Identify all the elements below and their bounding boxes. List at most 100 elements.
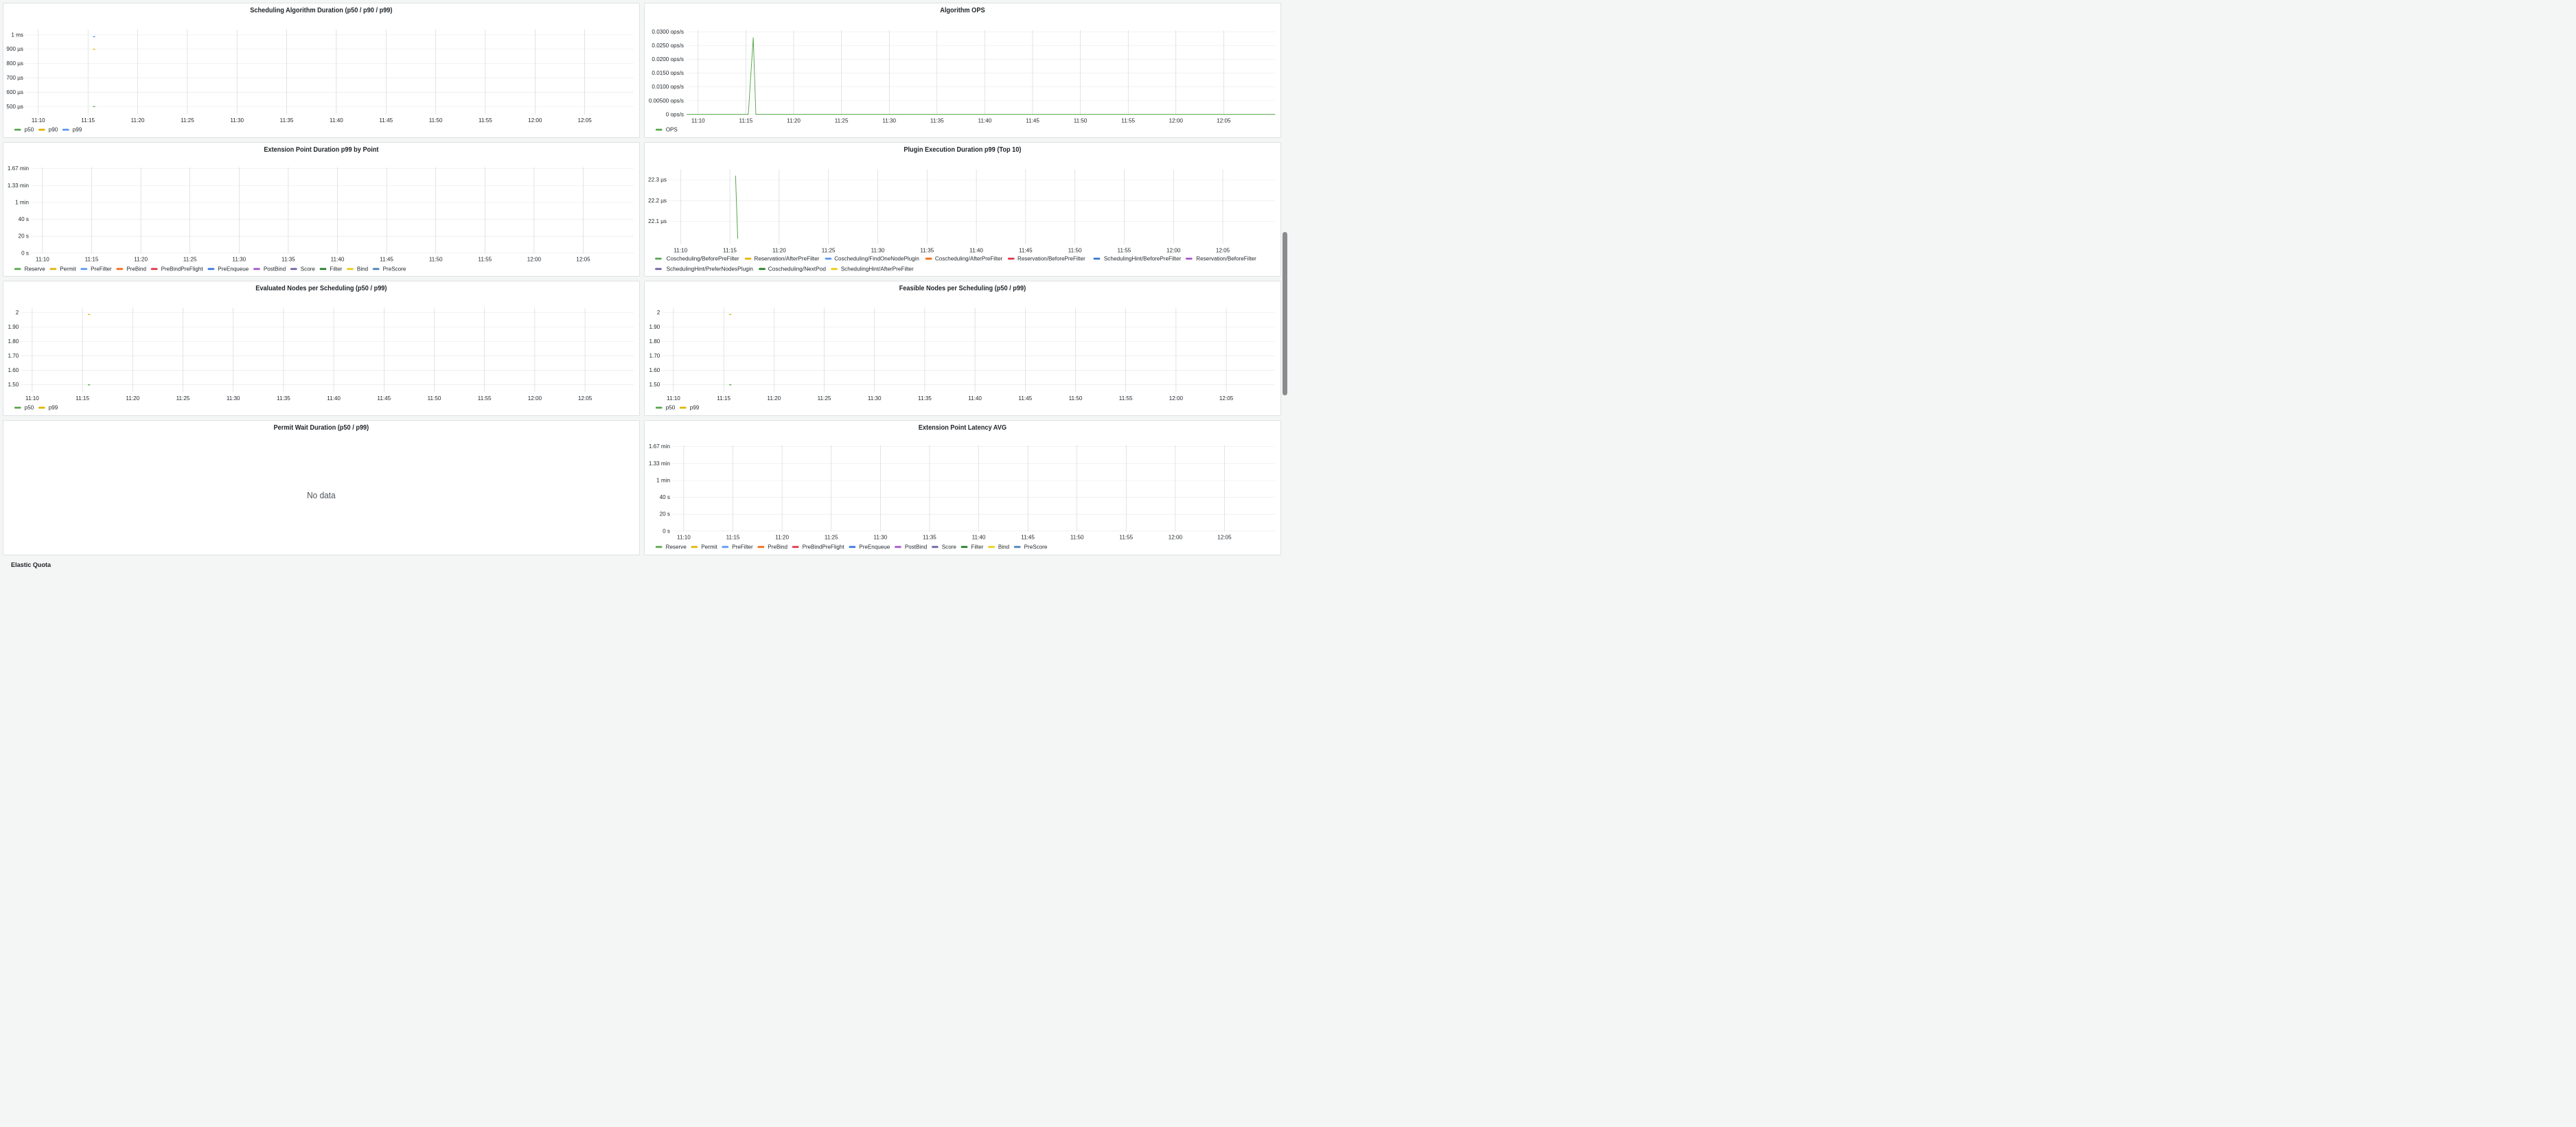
svg-text:Extension Point Latency AVG: Extension Point Latency AVG — [919, 424, 1007, 432]
svg-text:11:25: 11:25 — [176, 395, 190, 402]
svg-text:Coscheduling/AfterPreFilter: Coscheduling/AfterPreFilter — [935, 255, 1003, 262]
svg-text:1 min: 1 min — [656, 478, 670, 484]
svg-text:11:25: 11:25 — [183, 256, 197, 262]
svg-text:11:45: 11:45 — [1019, 247, 1033, 253]
svg-text:11:20: 11:20 — [787, 117, 801, 124]
svg-text:12:05: 12:05 — [1219, 395, 1234, 402]
svg-text:Permit: Permit — [701, 544, 717, 550]
svg-text:900 µs: 900 µs — [6, 46, 23, 52]
svg-text:11:55: 11:55 — [479, 117, 492, 124]
svg-text:11:20: 11:20 — [134, 256, 148, 262]
svg-text:11:30: 11:30 — [227, 395, 240, 402]
svg-text:11:30: 11:30 — [871, 247, 884, 253]
svg-text:Reservation/BeforeFilter: Reservation/BeforeFilter — [1196, 255, 1256, 262]
svg-text:12:00: 12:00 — [1169, 395, 1183, 402]
svg-text:11:30: 11:30 — [230, 117, 244, 124]
svg-text:Permit Wait Duration (p50 / p9: Permit Wait Duration (p50 / p99) — [274, 424, 369, 432]
svg-text:11:25: 11:25 — [822, 247, 836, 253]
svg-text:11:55: 11:55 — [1121, 117, 1135, 124]
svg-text:1 ms: 1 ms — [11, 32, 23, 38]
svg-text:11:40: 11:40 — [971, 535, 985, 541]
svg-text:11:40: 11:40 — [969, 247, 983, 253]
svg-text:11:50: 11:50 — [1073, 117, 1087, 124]
svg-text:PreFilter: PreFilter — [732, 544, 753, 550]
svg-text:11:55: 11:55 — [1119, 535, 1133, 541]
svg-text:1.70: 1.70 — [8, 353, 19, 359]
svg-text:1.90: 1.90 — [649, 325, 660, 331]
svg-text:PreBind: PreBind — [768, 544, 787, 550]
svg-text:40 s: 40 s — [659, 494, 669, 500]
svg-text:12:00: 12:00 — [527, 256, 542, 262]
svg-text:40 s: 40 s — [19, 216, 29, 222]
svg-text:11:15: 11:15 — [85, 256, 99, 262]
svg-text:p50: p50 — [25, 405, 34, 411]
svg-text:11:25: 11:25 — [181, 117, 194, 124]
svg-text:p50: p50 — [665, 405, 675, 411]
svg-text:11:35: 11:35 — [281, 256, 295, 262]
svg-text:Score: Score — [301, 266, 316, 272]
svg-text:Permit: Permit — [60, 266, 76, 272]
svg-text:11:10: 11:10 — [677, 535, 691, 541]
svg-text:Plugin Execution Duration p99: Plugin Execution Duration p99 (Top 10) — [904, 146, 1021, 154]
svg-text:p99: p99 — [49, 405, 58, 411]
svg-text:11:15: 11:15 — [76, 395, 89, 402]
svg-text:12:05: 12:05 — [578, 395, 593, 402]
svg-text:11:40: 11:40 — [978, 117, 991, 124]
svg-text:Reserve: Reserve — [665, 544, 687, 550]
svg-text:0.0300 ops/s: 0.0300 ops/s — [652, 29, 684, 35]
svg-text:11:45: 11:45 — [377, 395, 391, 402]
svg-text:11:40: 11:40 — [968, 395, 982, 402]
svg-text:11:35: 11:35 — [920, 247, 934, 253]
svg-text:1.67 min: 1.67 min — [8, 165, 29, 172]
svg-text:11:40: 11:40 — [327, 395, 341, 402]
svg-text:11:20: 11:20 — [126, 395, 139, 402]
svg-text:1.90: 1.90 — [8, 325, 19, 331]
svg-text:Reservation/AfterPreFilter: Reservation/AfterPreFilter — [754, 255, 819, 262]
svg-text:11:45: 11:45 — [1021, 535, 1035, 541]
svg-text:Filter: Filter — [971, 544, 983, 550]
svg-text:11:20: 11:20 — [767, 395, 781, 402]
svg-text:0 ops/s: 0 ops/s — [666, 111, 684, 117]
svg-text:PreScore: PreScore — [383, 266, 406, 272]
svg-text:Score: Score — [942, 544, 957, 550]
svg-text:PreEnqueue: PreEnqueue — [859, 544, 890, 550]
svg-text:11:45: 11:45 — [1026, 117, 1039, 124]
svg-text:1.60: 1.60 — [649, 367, 660, 373]
svg-text:11:20: 11:20 — [775, 535, 789, 541]
svg-text:11:50: 11:50 — [1070, 535, 1084, 541]
svg-text:11:10: 11:10 — [691, 117, 705, 124]
svg-text:11:55: 11:55 — [1119, 395, 1133, 402]
svg-text:p99: p99 — [689, 405, 699, 411]
svg-text:11:25: 11:25 — [817, 395, 831, 402]
svg-text:11:55: 11:55 — [1117, 247, 1131, 253]
svg-text:Reserve: Reserve — [25, 266, 46, 272]
svg-text:PostBind: PostBind — [905, 544, 927, 550]
svg-text:2: 2 — [16, 310, 19, 316]
svg-text:12:00: 12:00 — [1169, 117, 1183, 124]
svg-text:Filter: Filter — [330, 266, 342, 272]
svg-text:11:10: 11:10 — [667, 395, 680, 402]
svg-text:11:10: 11:10 — [32, 117, 45, 124]
svg-text:1.70: 1.70 — [649, 353, 660, 359]
svg-text:12:05: 12:05 — [576, 256, 590, 262]
svg-text:1.80: 1.80 — [649, 338, 660, 345]
svg-text:Coscheduling/NextPod: Coscheduling/NextPod — [768, 266, 826, 272]
svg-text:Feasible Nodes per Scheduling: Feasible Nodes per Scheduling (p50 / p99… — [899, 285, 1026, 292]
svg-text:Algorithm OPS: Algorithm OPS — [940, 7, 985, 14]
svg-text:11:50: 11:50 — [1068, 247, 1082, 253]
svg-text:PreFilter: PreFilter — [91, 266, 112, 272]
svg-text:0 s: 0 s — [663, 528, 670, 535]
svg-text:11:30: 11:30 — [873, 535, 887, 541]
svg-text:PreScore: PreScore — [1024, 544, 1047, 550]
svg-text:11:25: 11:25 — [834, 117, 848, 124]
svg-text:11:35: 11:35 — [923, 535, 936, 541]
svg-text:11:35: 11:35 — [277, 395, 290, 402]
svg-text:11:50: 11:50 — [1068, 395, 1082, 402]
svg-text:1.80: 1.80 — [8, 338, 19, 345]
svg-text:1.67 min: 1.67 min — [649, 444, 670, 450]
svg-text:11:45: 11:45 — [1018, 395, 1032, 402]
svg-text:1.33 min: 1.33 min — [649, 461, 670, 467]
svg-text:No data: No data — [307, 490, 336, 500]
svg-text:12:05: 12:05 — [1217, 535, 1232, 541]
svg-text:11:15: 11:15 — [81, 117, 95, 124]
